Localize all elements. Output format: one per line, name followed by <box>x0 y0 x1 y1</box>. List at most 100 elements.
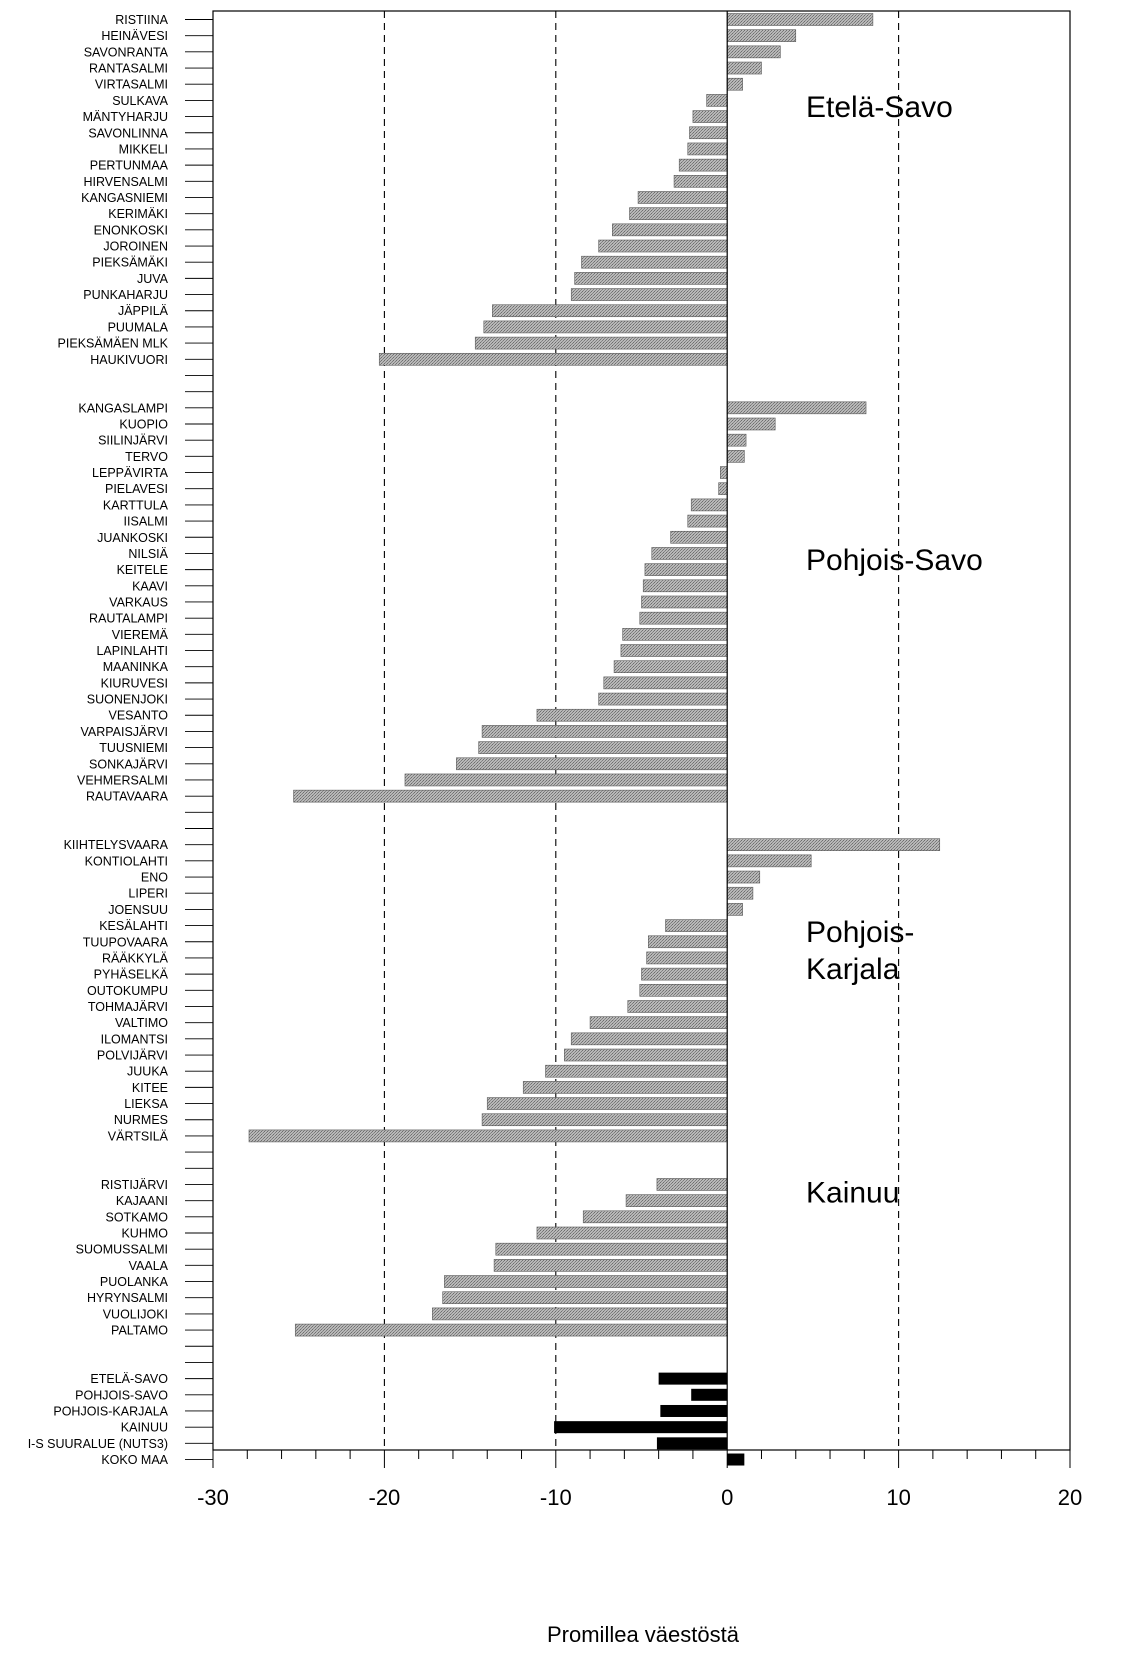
bar <box>726 838 941 851</box>
bar <box>665 919 728 932</box>
bar <box>522 1081 728 1094</box>
category-label: HEINÄVESI <box>101 29 168 43</box>
total-bar <box>727 1453 745 1466</box>
category-label: PIELAVESI <box>105 482 168 496</box>
category-label: SUOMUSSALMI <box>76 1243 168 1257</box>
region-labels: Etelä-Savo Pohjois-Savo Pohjois-Karjala Kai… <box>806 91 983 1210</box>
bar <box>726 13 874 26</box>
bar <box>474 336 728 350</box>
bar <box>687 514 728 528</box>
bar <box>726 77 743 91</box>
category-label: KANGASNIEMI <box>81 191 168 205</box>
bar <box>670 530 728 544</box>
bar <box>581 255 728 269</box>
category-label: I-S SUURALUE (NUTS3) <box>28 1437 168 1451</box>
x-axis-label: Promillea väestöstä <box>547 1622 740 1647</box>
bar <box>625 1194 728 1207</box>
x-axis-ticks: -30 -20 -10 0 10 20 <box>185 19 1082 1510</box>
bar <box>492 304 728 318</box>
bar <box>481 1113 728 1127</box>
category-label: VUOLIJOKI <box>103 1307 168 1321</box>
bar <box>582 1210 728 1224</box>
bar <box>644 563 728 576</box>
category-label: NURMES <box>114 1113 168 1127</box>
category-label: VÄRTSILÄ <box>108 1129 169 1143</box>
category-label: ENONKOSKI <box>94 223 168 237</box>
category-label: ILOMANTSI <box>101 1032 168 1046</box>
category-label: PUOLANKA <box>100 1275 169 1289</box>
bar <box>627 1000 728 1013</box>
x-tick-label: 0 <box>721 1485 733 1510</box>
category-label: HIRVENSALMI <box>83 175 168 189</box>
category-label: PERTUNMAA <box>90 159 169 173</box>
bar <box>726 450 745 463</box>
bar <box>293 789 728 803</box>
category-label: JOENSUU <box>108 903 168 917</box>
bar <box>564 1048 728 1062</box>
bar <box>589 1016 728 1029</box>
category-label: TUUPOVAARA <box>83 935 169 949</box>
bar <box>536 1226 728 1240</box>
bar <box>613 660 728 674</box>
bar <box>620 644 728 657</box>
category-label: VAALA <box>129 1259 169 1273</box>
category-labels: RISTIINA HEINÄVESI SAVONRANTA RANTASALMI VIR… <box>28 13 169 1467</box>
bar <box>486 1097 728 1110</box>
category-label: MIKKELI <box>119 142 168 156</box>
category-label: KUHMO <box>121 1227 168 1241</box>
bar <box>481 725 728 738</box>
region-label: Kainuu <box>806 1177 899 1210</box>
bar <box>651 547 728 560</box>
category-label: RAUTAVAARA <box>86 790 169 804</box>
category-label: VARPAISJÄRVI <box>80 725 168 739</box>
category-label: VESANTO <box>108 709 168 723</box>
category-label: SIILINJÄRVI <box>98 434 168 448</box>
category-label: KUOPIO <box>119 418 168 432</box>
category-label: SAVONRANTA <box>84 45 169 59</box>
category-label: JUVA <box>137 272 169 286</box>
category-label: KIURUVESI <box>101 676 168 690</box>
category-label: PYHÄSELKÄ <box>94 968 169 982</box>
category-label: PALTAMO <box>111 1324 168 1338</box>
category-label: JOROINEN <box>103 240 168 254</box>
category-label: SULKAVA <box>112 94 168 108</box>
category-label: RÄÄKKYLÄ <box>102 951 169 965</box>
bar <box>706 94 728 107</box>
bar <box>673 175 728 188</box>
bar <box>570 1032 728 1046</box>
bar <box>720 466 728 479</box>
category-label: LIPERI <box>128 887 168 901</box>
category-label: JÄPPILÄ <box>118 304 169 318</box>
x-tick-label: -10 <box>540 1485 572 1510</box>
category-label: ETELÄ-SAVO <box>90 1372 168 1386</box>
category-label: MÄNTYHARJU <box>83 110 168 124</box>
category-label: KAINUU <box>121 1421 168 1435</box>
bar <box>726 29 797 42</box>
bar <box>378 352 728 366</box>
bar <box>404 773 728 787</box>
bar <box>726 903 743 916</box>
category-label: KAJAANI <box>116 1194 168 1208</box>
category-label: TUUSNIEMI <box>99 741 168 755</box>
bar <box>545 1064 728 1078</box>
category-label: KOKO MAA <box>101 1453 168 1467</box>
bar <box>692 110 728 123</box>
bar <box>629 207 728 220</box>
category-label: SAVONLINNA <box>88 126 168 140</box>
category-label: SOTKAMO <box>105 1210 168 1224</box>
category-label: POHJOIS-KARJALA <box>53 1404 168 1418</box>
total-bar <box>658 1372 728 1385</box>
category-label: JUANKOSKI <box>97 531 168 545</box>
bar <box>536 708 728 722</box>
category-label: LAPINLAHTI <box>96 644 168 658</box>
category-label: VIEREMÄ <box>112 628 169 642</box>
bar <box>294 1323 728 1337</box>
bar <box>574 272 728 285</box>
category-label: PUNKAHARJU <box>83 288 168 302</box>
category-label: TOHMAJÄRVI <box>88 1000 168 1014</box>
category-label: KEITELE <box>117 563 168 577</box>
bar <box>718 482 728 496</box>
bar <box>637 191 728 204</box>
bar <box>726 417 776 431</box>
